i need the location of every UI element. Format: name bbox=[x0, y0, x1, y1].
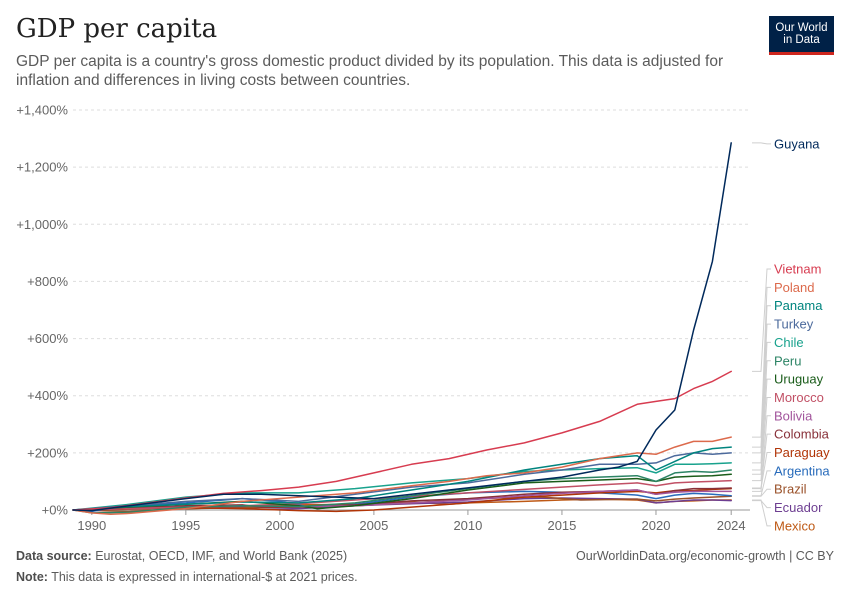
legend-label-guyana: Guyana bbox=[774, 136, 820, 151]
y-tick-label: +600% bbox=[27, 331, 68, 346]
legend-label-brazil: Brazil bbox=[774, 482, 807, 497]
legend-leader-line bbox=[752, 415, 771, 492]
y-tick-label: +1,000% bbox=[16, 217, 68, 232]
legend-label-argentina: Argentina bbox=[774, 463, 830, 478]
legend-leader-line bbox=[752, 142, 771, 145]
legend-label-chile: Chile bbox=[774, 335, 804, 350]
y-tick-label: +200% bbox=[27, 445, 68, 460]
x-tick-label: 2020 bbox=[642, 518, 671, 533]
chart-title: GDP per capita bbox=[16, 14, 218, 44]
x-tick-label: 1995 bbox=[171, 518, 200, 533]
y-tick-label: +1,400% bbox=[16, 103, 68, 118]
legend-label-mexico: Mexico bbox=[774, 518, 815, 533]
source-label: Data source: bbox=[16, 549, 92, 563]
legend-leader-line bbox=[752, 488, 771, 497]
legend-label-peru: Peru bbox=[774, 353, 801, 368]
x-tick-label: 2005 bbox=[359, 518, 388, 533]
data-source: Data source: Eurostat, OECD, IMF, and Wo… bbox=[16, 549, 347, 563]
series-line-guyana bbox=[72, 142, 732, 512]
series-line-colombia bbox=[72, 487, 732, 511]
legend-leader-line bbox=[752, 433, 771, 489]
legend-label-poland: Poland bbox=[774, 280, 814, 295]
series-line-vietnam bbox=[72, 370, 732, 511]
legend-leader-line bbox=[752, 360, 771, 471]
source-text[interactable]: Eurostat, OECD, IMF, and World Bank (202… bbox=[95, 549, 348, 563]
legend-leader-line bbox=[752, 323, 771, 454]
logo-line-2: in Data bbox=[783, 34, 820, 46]
legend-leader-line bbox=[752, 341, 771, 464]
legend-label-vietnam: Vietnam bbox=[774, 262, 821, 277]
legend-label-turkey: Turkey bbox=[774, 317, 814, 332]
note-label: Note: bbox=[16, 570, 48, 584]
y-tick-label: +1,200% bbox=[16, 160, 68, 175]
legend-leader-line bbox=[752, 286, 771, 438]
x-tick-label: 2024 bbox=[717, 518, 746, 533]
legend-label-colombia: Colombia bbox=[774, 427, 830, 442]
note-text: This data is expressed in international-… bbox=[51, 570, 358, 584]
y-tick-label: +800% bbox=[27, 274, 68, 289]
legend-leader-line bbox=[752, 470, 771, 497]
footer-url[interactable]: OurWorldinData.org/economic-growth | CC … bbox=[576, 549, 834, 563]
series-line-panama bbox=[72, 446, 732, 511]
legend-leader-line bbox=[752, 305, 771, 448]
legend-leader-line bbox=[752, 268, 771, 372]
y-tick-label: +0% bbox=[42, 503, 69, 518]
legend-leader-line bbox=[752, 397, 771, 482]
x-tick-label: 2000 bbox=[265, 518, 294, 533]
y-tick-label: +400% bbox=[27, 388, 68, 403]
legend-label-morocco: Morocco bbox=[774, 390, 824, 405]
legend-leader-line bbox=[752, 378, 771, 475]
chart-subtitle: GDP per capita is a country's gross dome… bbox=[16, 53, 724, 89]
legend-leader-line bbox=[752, 499, 771, 527]
series-line-poland bbox=[72, 436, 732, 516]
legend-label-panama: Panama bbox=[774, 298, 823, 313]
chart-note: Note: This data is expressed in internat… bbox=[16, 570, 358, 584]
legend-label-ecuador: Ecuador bbox=[774, 500, 823, 515]
logo-line-1: Our World bbox=[775, 21, 828, 34]
x-tick-label: 2015 bbox=[547, 518, 576, 533]
owid-logo[interactable]: Our World in Data bbox=[769, 16, 834, 55]
legend-leader-line bbox=[752, 500, 771, 509]
legend-label-bolivia: Bolivia bbox=[774, 408, 813, 423]
x-tick-label: 2010 bbox=[453, 518, 482, 533]
series-line-turkey bbox=[72, 452, 732, 511]
legend-leader-line bbox=[752, 452, 771, 490]
x-tick-label: 1990 bbox=[77, 518, 106, 533]
legend-label-paraguay: Paraguay bbox=[774, 445, 830, 460]
legend-label-uruguay: Uruguay bbox=[774, 372, 824, 387]
